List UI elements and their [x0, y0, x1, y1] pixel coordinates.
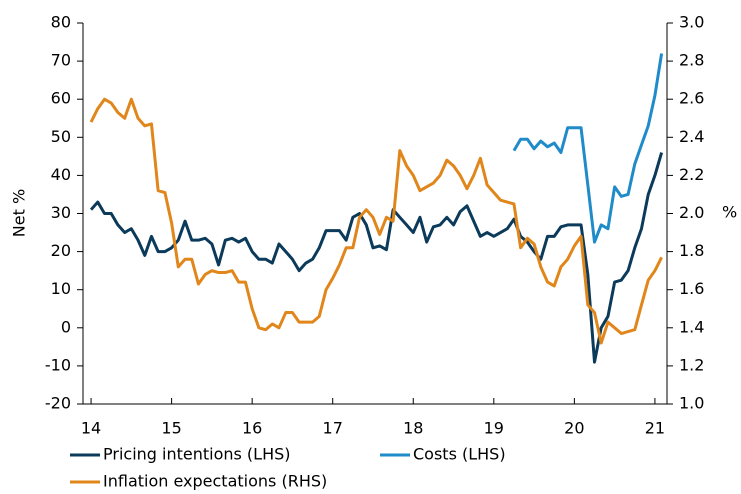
legend-label: Pricing intentions (LHS): [103, 445, 291, 464]
y2-tick-label: 1.4: [679, 317, 704, 336]
x-tick-label: 16: [242, 419, 262, 438]
series-line: [89, 152, 664, 364]
y-tick-label: -10: [45, 355, 71, 374]
x-tick-label: 21: [645, 419, 665, 438]
y2-tick-label: 1.6: [679, 279, 704, 298]
y2-tick-label: 2.8: [679, 51, 704, 70]
y-tick-label: 70: [51, 51, 71, 70]
y2-tick-label: 3.0: [679, 13, 704, 32]
y2-axis-label: %: [722, 203, 737, 222]
y-tick-label: -20: [45, 394, 71, 413]
x-tick-label: 20: [564, 419, 584, 438]
y2-tick-label: 1.2: [679, 355, 704, 374]
series-line: [512, 53, 664, 244]
y-tick-label: 0: [61, 317, 71, 336]
x-tick-label: 19: [484, 419, 504, 438]
y2-tick-label: 2.6: [679, 89, 704, 108]
y-tick-label: 40: [51, 165, 71, 184]
x-tick-label: 18: [403, 419, 423, 438]
y-tick-label: 20: [51, 241, 71, 260]
y2-tick-label: 2.2: [679, 165, 704, 184]
y-tick-label: 80: [51, 13, 71, 32]
series-line: [89, 97, 663, 345]
y2-tick-label: 2.0: [679, 203, 704, 222]
x-tick-label: 15: [161, 419, 181, 438]
y2-tick-label: 2.4: [679, 127, 704, 146]
legend-label: Inflation expectations (RHS): [103, 472, 327, 491]
y-tick-label: 50: [51, 127, 71, 146]
y2-tick-label: 1.0: [679, 394, 704, 413]
y-tick-label: 10: [51, 279, 71, 298]
y-tick-label: 30: [51, 203, 71, 222]
x-tick-label: 17: [323, 419, 343, 438]
y-axis-label: Net %: [10, 189, 29, 237]
y-tick-label: 60: [51, 89, 71, 108]
y2-tick-label: 1.8: [679, 241, 704, 260]
legend-label: Costs (LHS): [413, 445, 506, 464]
x-tick-label: 14: [81, 419, 101, 438]
